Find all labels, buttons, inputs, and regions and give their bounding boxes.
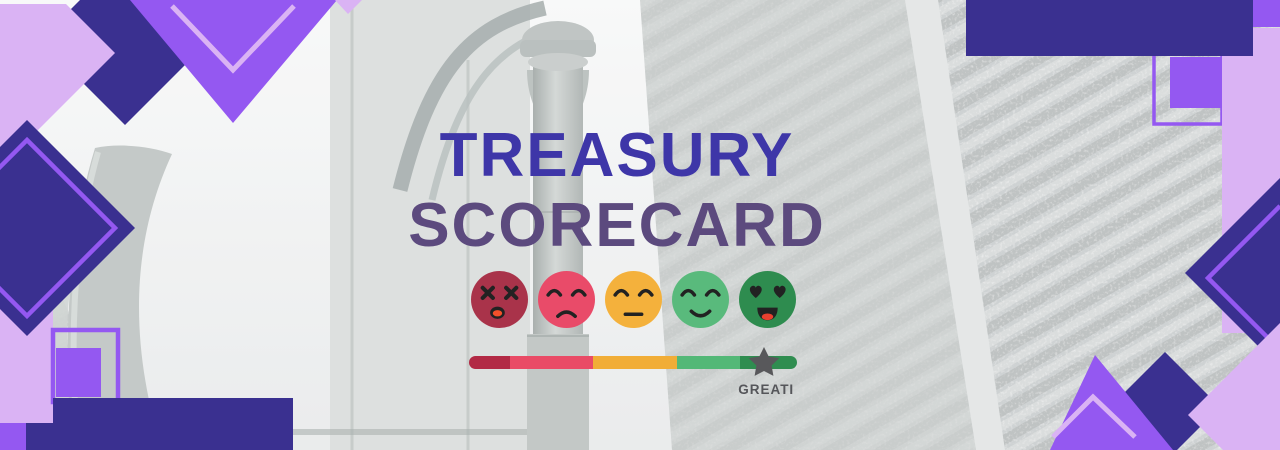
- rating-slider: GREATI: [469, 346, 797, 406]
- decoration-bottom-right: [1050, 178, 1280, 450]
- dead-face-icon[interactable]: [471, 271, 528, 328]
- title-line-1: TREASURY: [439, 121, 795, 190]
- slider-segment-very-bad[interactable]: [469, 356, 510, 369]
- rating-star[interactable]: [748, 346, 780, 378]
- decoration-bottom-left: [0, 327, 293, 450]
- rating-label: GREATI: [738, 382, 795, 397]
- banner-title: TREASURY SCORECARD: [0, 121, 1257, 261]
- rating-slider-track[interactable]: [469, 356, 797, 369]
- neutral-face-icon[interactable]: [605, 271, 662, 328]
- happy-face-icon[interactable]: [672, 271, 729, 328]
- sad-face-icon[interactable]: [538, 271, 595, 328]
- slider-segment-okay[interactable]: [593, 356, 677, 369]
- slider-segment-bad[interactable]: [510, 356, 593, 369]
- decoration-middle-left: [0, 120, 135, 423]
- emoji-rating-row: [471, 271, 825, 328]
- slider-segment-good[interactable]: [677, 356, 740, 369]
- title-line-2: SCORECARD: [408, 191, 826, 260]
- love-face-icon[interactable]: [739, 271, 796, 328]
